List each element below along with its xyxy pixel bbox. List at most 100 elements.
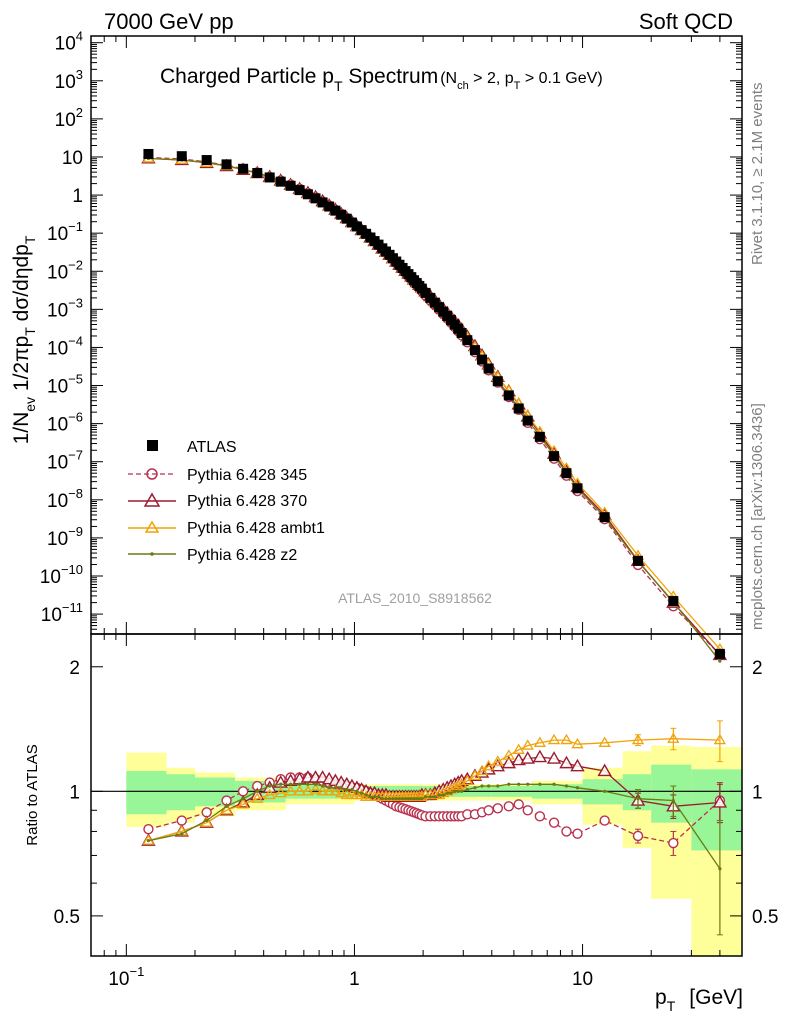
main-point-atlas — [492, 376, 503, 387]
ratio-point-370 — [546, 751, 562, 764]
ratio-point-345 — [483, 805, 494, 816]
ratio-error-bands — [126, 745, 742, 956]
ratio-series-ambt1 — [142, 720, 727, 845]
ratio-band-inner — [126, 770, 167, 815]
main-point-atlas — [477, 354, 488, 365]
main-point-atlas — [503, 390, 514, 401]
main-point-atlas — [176, 151, 187, 162]
ratio-point-ambt1 — [547, 733, 561, 745]
ratio-point-ambt1 — [301, 785, 315, 796]
ratio-point-z2 — [279, 782, 283, 786]
ratio-point-z2 — [671, 798, 675, 803]
ratio-series-group — [141, 720, 728, 936]
main-point-atlas — [572, 483, 583, 494]
ratio-point-z2 — [428, 795, 432, 799]
ratio-panel: 2 2 1 1 0.5 0.5 10−1 1 10 Ratio to ATLAS pT [GeV… — [24, 633, 779, 1014]
ratio-point-ambt1 — [571, 737, 584, 749]
ratio-point-ambt1 — [461, 774, 474, 786]
ratio-point-ambt1 — [236, 798, 250, 809]
energy-label: 7000 GeV pp — [104, 9, 234, 34]
main-series-ambt1 — [142, 152, 727, 654]
y-tick-label-ratio-right: 1 — [752, 782, 763, 803]
ratio-point-ambt1 — [316, 785, 329, 796]
ratio-point-z2 — [526, 782, 530, 786]
ratio-point-z2 — [400, 797, 405, 801]
ratio-point-370 — [712, 795, 728, 808]
legend-label-atlas: ATLAS — [187, 439, 237, 456]
main-point-atlas — [310, 193, 321, 204]
ratio-point-z2 — [241, 797, 245, 801]
x-axis-label: pT [GeV] — [655, 986, 743, 1014]
main-line-z2 — [148, 157, 721, 662]
ratio-point-z2 — [636, 797, 640, 801]
y-tick-label-ratio-right: 0.5 — [752, 907, 778, 928]
ratio-point-ambt1 — [284, 785, 297, 796]
ratio-point-z2 — [487, 784, 491, 788]
ratio-point-z2 — [368, 795, 373, 799]
ratio-point-345 — [503, 801, 515, 812]
main-series-345 — [143, 152, 726, 661]
ratio-point-345 — [143, 824, 154, 835]
ratio-point-z2 — [376, 795, 381, 799]
ratio-point-ambt1 — [521, 739, 534, 750]
main-panel: 10410310210110−110−210−310−410−510−610−7… — [10, 29, 743, 663]
legend-label-370: Pythia 6.428 370 — [187, 493, 307, 510]
ratio-point-345 — [534, 811, 546, 822]
ratio-point-z2 — [433, 795, 437, 799]
ratio-point-z2 — [205, 818, 209, 823]
ratio-point-ambt1 — [560, 733, 573, 745]
ratio-point-z2 — [180, 832, 184, 836]
ratio-point-345 — [548, 817, 560, 828]
main-series-group — [141, 148, 728, 663]
ratio-point-370 — [520, 751, 535, 764]
ratio-point-ambt1 — [274, 786, 287, 798]
y-tick-label-ratio-right: 2 — [752, 658, 763, 679]
ratio-point-z2 — [437, 793, 441, 797]
ratio-point-z2 — [460, 789, 464, 793]
legend-marker-ambt1 — [144, 520, 160, 533]
legend-label-ambt1: Pythia 6.428 ambt1 — [187, 520, 325, 537]
analysis-watermark: ATLAS_2010_S8918562 — [338, 590, 492, 606]
main-point-atlas — [275, 176, 286, 187]
ratio-point-ambt1 — [667, 732, 680, 743]
y-tick-label-main: 10−4 — [47, 333, 83, 359]
main-point-atlas — [317, 197, 328, 208]
y-tick-label-main: 10 — [62, 148, 83, 169]
main-point-atlas — [264, 172, 275, 183]
ratio-point-345 — [561, 826, 572, 837]
y-tick-label-main: 10−10 — [40, 562, 83, 588]
ratio-point-z2 — [417, 797, 421, 801]
ratio-point-z2 — [575, 786, 580, 790]
process-label: Soft QCD — [639, 9, 733, 34]
ratio-point-z2 — [420, 797, 424, 801]
ratio-y-axis-label: Ratio to ATLAS — [24, 744, 41, 845]
main-point-atlas — [462, 335, 473, 346]
main-point-atlas — [330, 205, 341, 216]
y-tick-label-main: 10−7 — [47, 448, 83, 474]
ratio-point-z2 — [507, 782, 511, 786]
main-point-atlas — [632, 555, 643, 566]
x-tick-label: 1 — [349, 969, 360, 990]
main-point-atlas — [483, 363, 494, 374]
ratio-point-z2 — [397, 797, 402, 801]
ratio-point-z2 — [409, 797, 413, 801]
main-series-z2 — [146, 156, 722, 663]
ratio-point-z2 — [564, 784, 569, 788]
main-point-atlas — [341, 213, 352, 224]
ratio-point-z2 — [355, 789, 359, 793]
ratio-point-ambt1 — [263, 788, 276, 800]
ratio-point-ambt1 — [293, 785, 306, 796]
ratio-point-z2 — [406, 797, 411, 801]
y-tick-label-ratio: 0.5 — [54, 907, 80, 928]
ratio-axis-ticks — [90, 634, 743, 956]
main-point-atlas — [336, 209, 347, 220]
ratio-point-ambt1 — [491, 755, 504, 766]
ratio-point-ambt1 — [329, 785, 342, 796]
ratio-point-345 — [513, 799, 524, 810]
main-axis-ticks — [90, 36, 743, 635]
ratio-plot-frame — [90, 633, 743, 957]
ratio-y-tick-labels: 2 2 1 1 0.5 0.5 — [54, 658, 779, 928]
ratio-point-370 — [597, 763, 612, 777]
main-point-atlas — [534, 431, 545, 442]
